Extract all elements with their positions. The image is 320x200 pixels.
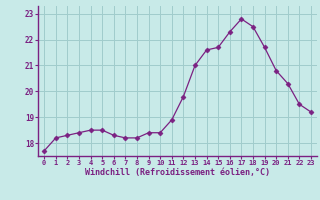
X-axis label: Windchill (Refroidissement éolien,°C): Windchill (Refroidissement éolien,°C) bbox=[85, 168, 270, 177]
